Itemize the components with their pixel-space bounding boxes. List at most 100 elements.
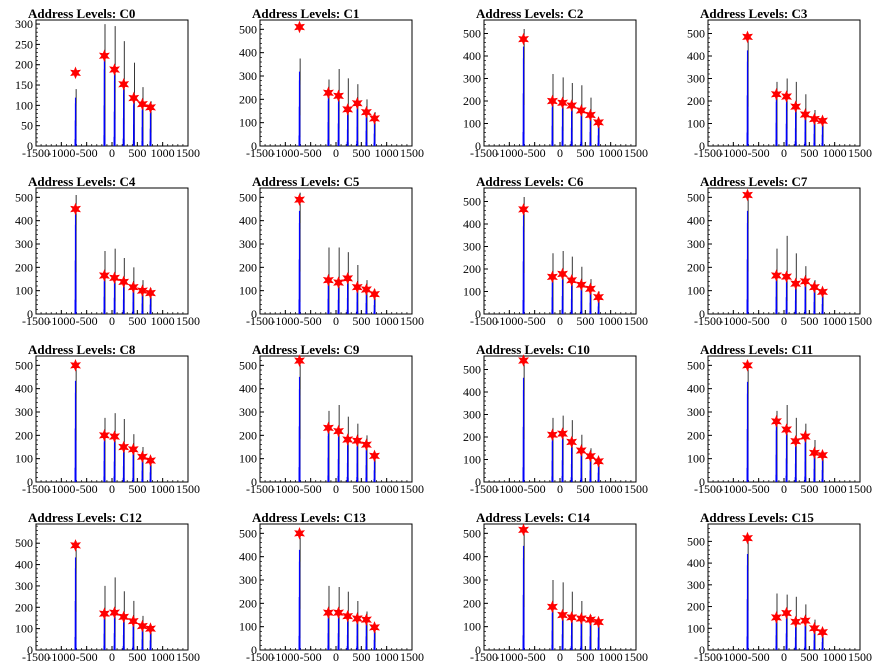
histogram-panel: Address Levels: C7 0 100 200 300 400 500 -1500-…	[672, 168, 896, 336]
y-tick-label: 500	[687, 190, 705, 204]
x-tick-label: -1000	[719, 146, 747, 160]
histogram-panel: Address Levels: C12 0 100 200 300 400 500 -1500…	[0, 504, 224, 672]
x-tick-label: -1500	[694, 650, 722, 664]
y-tick-label: 200	[15, 260, 33, 274]
peak-bars	[821, 122, 824, 146]
histogram-plot: 0 100 200 300 400 500 -1500-1000 -500 0 500 1000 15…	[687, 187, 872, 328]
peak-marker	[351, 97, 363, 110]
y-tick-label: 500	[463, 526, 481, 540]
y-tick-label: 400	[463, 49, 481, 63]
peak-marker	[118, 440, 130, 454]
histogram-plot: 0 100 200 300 400 500 -1500-1000 -500 0 500 1000 15…	[463, 354, 648, 496]
y-tick-label: 0	[251, 643, 257, 657]
peak-bars	[561, 104, 564, 146]
peak-marker	[294, 193, 306, 207]
y-tick-label: 100	[15, 284, 33, 298]
peak-bars	[74, 212, 77, 314]
x-tick-label: 0	[557, 146, 563, 160]
y-tick-label: 300	[239, 405, 257, 419]
peak-marker	[342, 103, 354, 116]
peak-marker	[781, 90, 792, 103]
x-tick-label: -1000	[719, 650, 747, 664]
y-tick-label: 0	[251, 139, 257, 153]
peak-marker	[817, 114, 828, 128]
peak-marker	[368, 287, 381, 301]
y-tick-label: 0	[475, 643, 481, 657]
y-tick-label: 100	[15, 98, 33, 112]
peak-marker	[128, 91, 140, 105]
peak-marker	[592, 116, 605, 129]
y-tick-label: 500	[15, 190, 33, 204]
y-tick-label: 0	[251, 475, 257, 489]
y-tick-label: 200	[463, 596, 481, 610]
peak-marker	[799, 108, 811, 121]
peak-marker	[770, 269, 782, 282]
peak-bars	[346, 280, 349, 314]
peak-bars	[122, 448, 125, 482]
x-tick-label: -500	[76, 314, 98, 328]
x-tick-label: 1000	[151, 146, 175, 160]
peak-bars	[337, 433, 340, 482]
peak-marker	[98, 428, 110, 442]
x-tick-label: -1500	[22, 146, 50, 160]
peak-bars	[346, 617, 349, 650]
panel-title: Address Levels: C8	[28, 342, 136, 357]
y-tick-label: 0	[699, 139, 705, 153]
peak-bars	[74, 557, 77, 650]
x-tick-label: 1500	[176, 146, 200, 160]
y-tick-label: 0	[475, 307, 481, 321]
panel-title: Address Levels: C15	[700, 510, 814, 525]
x-tick-label: -500	[76, 146, 98, 160]
y-tick-label: 0	[27, 307, 33, 321]
plot-frame	[483, 523, 637, 651]
peak-marker	[136, 450, 148, 464]
panel-title: Address Levels: C2	[476, 6, 584, 21]
peak-marker	[333, 276, 344, 289]
x-tick-label: 0	[109, 482, 115, 496]
y-tick-label: 0	[699, 475, 705, 489]
histogram-plot: 0 100 200 300 400 500 -1500-1000 -500 0 500 1000 15…	[463, 523, 648, 664]
y-tick-label: 100	[463, 453, 481, 467]
peak-marker	[790, 100, 802, 113]
y-tick-label: 400	[463, 550, 481, 564]
x-tick-label: 1500	[400, 482, 424, 496]
peak-bars	[298, 71, 301, 146]
y-tick-label: 500	[687, 27, 705, 41]
x-tick-label: 1500	[624, 650, 648, 664]
x-tick-label: 1500	[624, 146, 648, 160]
x-tick-label: -1500	[694, 482, 722, 496]
peak-bars	[113, 279, 116, 314]
histogram-panel: Address Levels: C14 0 100 200 300 400 500 -1500…	[448, 504, 672, 672]
peak-marker	[566, 274, 578, 287]
y-tick-label: 250	[15, 37, 33, 51]
y-tick-label: 400	[687, 49, 705, 63]
x-tick-label: 500	[800, 146, 818, 160]
y-tick-label: 500	[463, 27, 481, 41]
y-tick-label: 300	[687, 405, 705, 419]
x-tick-label: -500	[748, 314, 770, 328]
x-tick-label: -1500	[246, 650, 274, 664]
y-tick-label: 300	[15, 17, 33, 31]
peak-marker	[518, 523, 530, 537]
peak-bars	[551, 437, 554, 482]
x-tick-label: 1500	[848, 146, 872, 160]
peak-bars	[132, 450, 135, 482]
peak-bars	[580, 620, 583, 650]
x-tick-label: 500	[576, 650, 594, 664]
x-tick-label: 500	[352, 482, 370, 496]
peak-bars	[580, 112, 583, 146]
peak-marker	[351, 280, 363, 294]
y-tick-label: 400	[15, 214, 33, 228]
histogram-plot: 0 100 200 300 400 500 -1500-1000 -500 0 500 1000 15…	[15, 355, 200, 496]
plot-frame	[707, 187, 861, 315]
peak-marker	[360, 613, 372, 627]
x-tick-label: 0	[333, 650, 339, 664]
y-tick-label: 500	[15, 358, 33, 372]
peak-marker	[742, 531, 754, 545]
peak-marker	[546, 428, 558, 442]
histogram-plot: 0 100 200 300 400 500 -1500-1000 -500 0 500 1000 15…	[239, 523, 424, 664]
x-tick-label: 500	[576, 146, 594, 160]
peak-marker	[136, 619, 148, 633]
y-tick-label: 100	[463, 620, 481, 634]
x-tick-label: 1000	[375, 314, 399, 328]
